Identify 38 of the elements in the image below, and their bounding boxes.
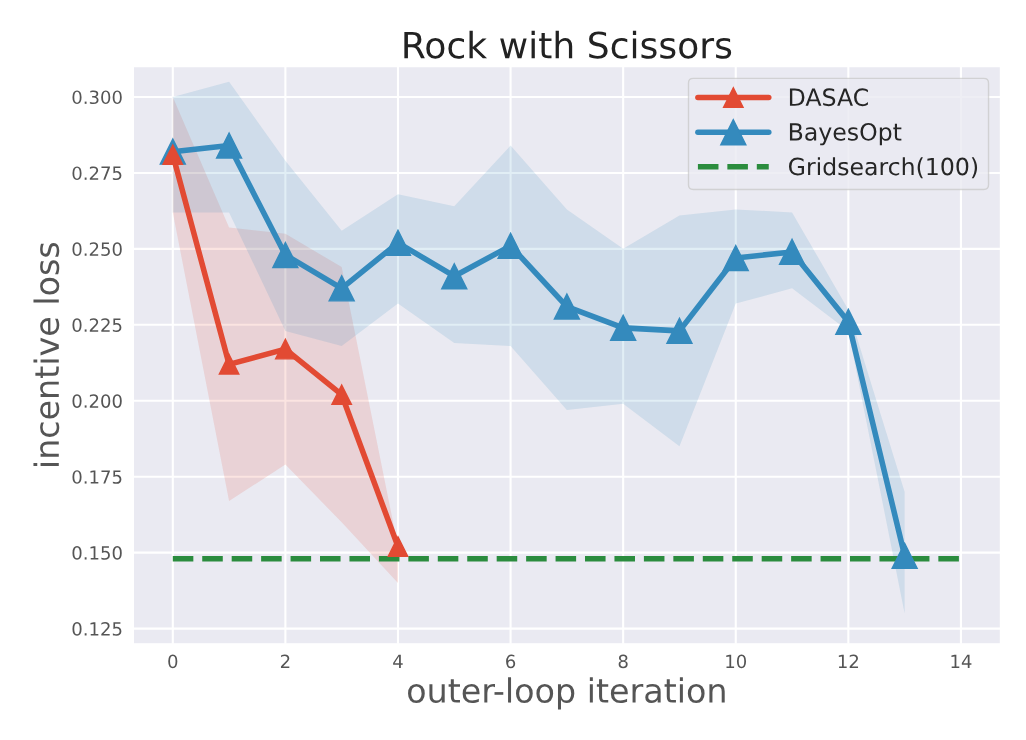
point (328, 275, 355, 302)
point (331, 384, 353, 406)
point (272, 241, 299, 269)
x-tick-label: 12 (838, 654, 859, 668)
x-tick-label: 2 (280, 654, 290, 668)
x-tick-label: 6 (506, 654, 516, 669)
point (666, 317, 693, 345)
point (891, 542, 918, 569)
x-tick-label: 4 (393, 654, 403, 668)
point (722, 244, 749, 272)
point (441, 263, 468, 290)
y-tick-label: 0.125 (72, 622, 122, 636)
y-tick-label: 0.150 (72, 546, 122, 560)
point (497, 232, 524, 260)
point (387, 536, 409, 558)
y-tick-label: 0.250 (72, 242, 122, 256)
point (215, 132, 243, 159)
x-tick-label: 14 (951, 654, 972, 668)
x-tick-label: 8 (618, 654, 628, 669)
x-axis-title: outer-loop iteration (408, 677, 725, 710)
point (609, 314, 637, 342)
point (218, 353, 240, 375)
point (384, 229, 412, 256)
y-tick-label: 0.200 (72, 394, 122, 408)
point (553, 293, 581, 320)
x-tick-label: 10 (726, 654, 747, 669)
legend-label: Gridsearch(100) (788, 157, 978, 179)
y-tick-label: 0.175 (72, 470, 122, 484)
point (274, 338, 296, 360)
y-tick-label: 0.275 (72, 166, 122, 181)
point (778, 238, 806, 266)
y-tick-label: 0.225 (72, 318, 122, 332)
y-tick-label: 0.300 (72, 90, 122, 105)
chart-title: Rock with Scissors (404, 30, 732, 59)
legend-label: DASAC (789, 88, 868, 107)
legend-label: BayesOpt (789, 122, 902, 146)
x-tick-label: 0 (168, 654, 178, 669)
y-axis-title: incentive loss (33, 242, 60, 467)
